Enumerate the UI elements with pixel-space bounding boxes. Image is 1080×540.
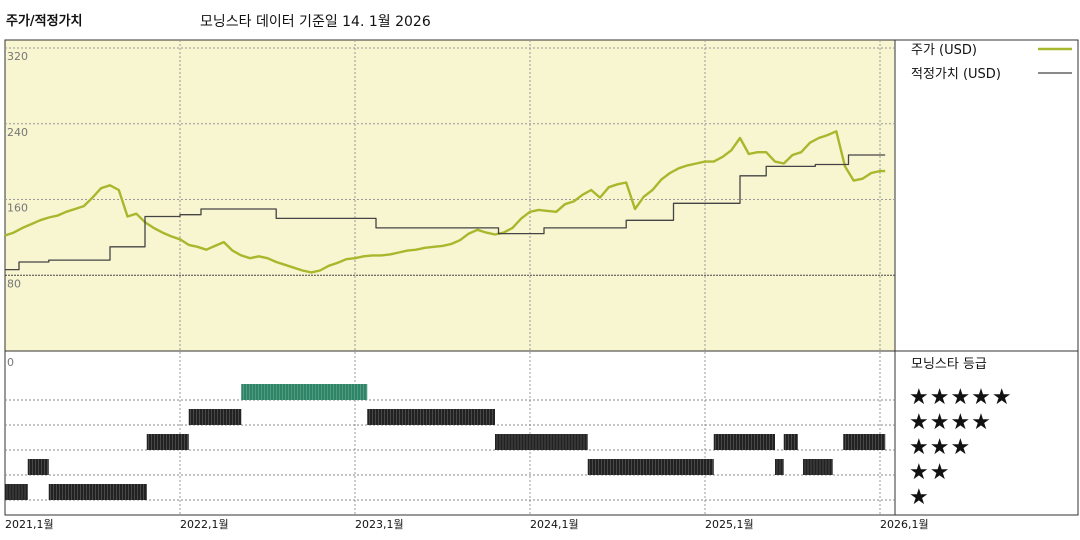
rating-segment [587, 459, 714, 475]
rating-axis-zero: 0 [7, 356, 14, 369]
chart-frame [4, 39, 1079, 516]
fair-value-series-line [5, 154, 886, 271]
y-tick-label: 320 [7, 50, 28, 63]
x-tick-label: 2025,1월 [705, 518, 754, 531]
star-label: ★ [909, 485, 930, 510]
legend-label: 주가 (USD) [911, 43, 977, 58]
rating-segment [495, 434, 588, 450]
chart-title: 주가/적정가치 [6, 14, 83, 29]
star-label: ★★★ [909, 435, 971, 460]
x-tick-label: 2022,1월 [180, 518, 229, 531]
price-series-line [4, 130, 886, 274]
x-tick-label: 2024,1월 [530, 518, 579, 531]
y-tick-label: 160 [7, 202, 28, 215]
x-tick-label: 2026,1월 [880, 518, 929, 531]
rating-segment [803, 459, 833, 475]
rating-segment [146, 434, 189, 450]
star-label: ★★★★ [909, 410, 992, 435]
rating-title: 모닝스타 등급 [911, 357, 987, 372]
plot-background [5, 40, 895, 351]
rating-segment [5, 484, 28, 500]
x-tick-label: 2023,1월 [355, 518, 404, 531]
star-label: ★★★★★ [909, 385, 1013, 410]
chart-subtitle: 모닝스타 데이터 기준일 14. 1월 2026 [200, 14, 431, 30]
y-tick-label: 80 [7, 277, 21, 290]
rating-segment [843, 434, 886, 450]
rating-segment [188, 409, 242, 425]
x-tick-label: 2021,1월 [5, 518, 54, 531]
star-label: ★★ [909, 460, 950, 485]
legend-label: 적정가치 (USD) [911, 67, 1001, 82]
rating-segment [367, 409, 495, 425]
y-tick-label: 240 [7, 126, 28, 139]
rating-segment [27, 459, 49, 475]
rating-segment [783, 434, 798, 450]
rating-segment [48, 484, 147, 500]
rating-segment [713, 434, 775, 450]
rating-segment [241, 384, 368, 400]
rating-segment [775, 459, 784, 475]
